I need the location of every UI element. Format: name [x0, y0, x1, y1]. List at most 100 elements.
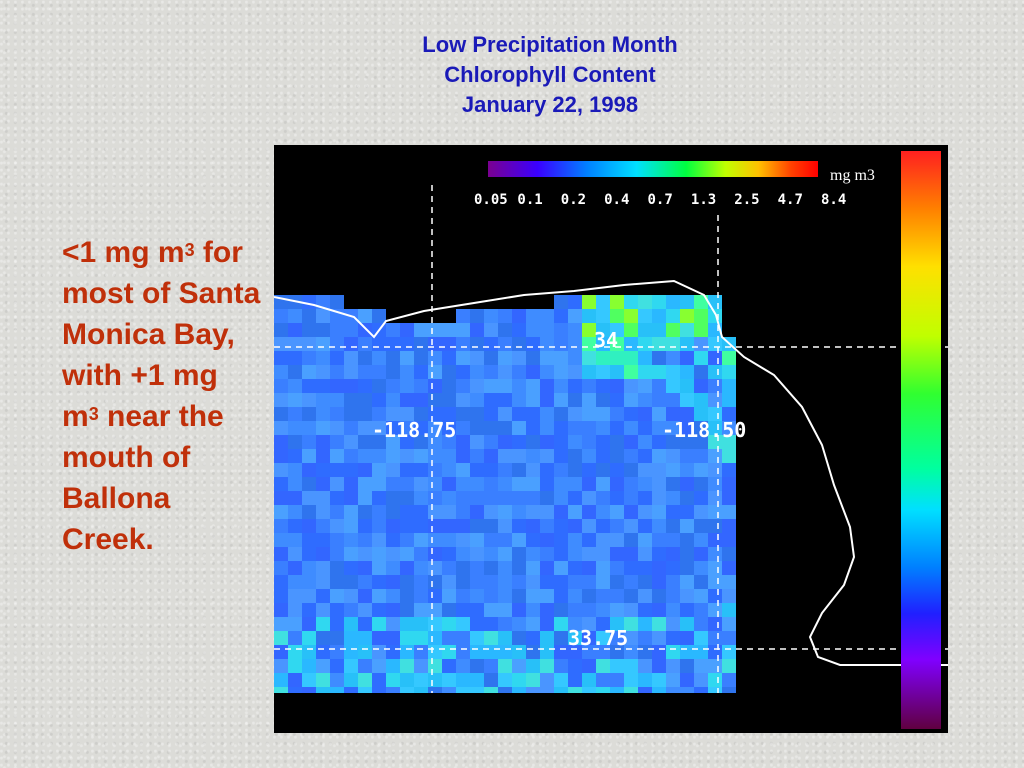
- ocean-pixel: [372, 435, 386, 449]
- ocean-pixel: [512, 533, 526, 547]
- ocean-pixel: [386, 365, 400, 379]
- ocean-pixel: [414, 477, 428, 491]
- ocean-pixel: [316, 547, 330, 561]
- ocean-pixel: [680, 463, 694, 477]
- ocean-pixel: [456, 519, 470, 533]
- ocean-pixel: [372, 547, 386, 561]
- ocean-pixel: [442, 673, 456, 687]
- ocean-pixel: [400, 421, 414, 435]
- ocean-pixel: [400, 645, 414, 659]
- ocean-pixel: [694, 463, 708, 477]
- ocean-pixel: [512, 589, 526, 603]
- ocean-pixel: [652, 379, 666, 393]
- ocean-pixel: [582, 505, 596, 519]
- ocean-pixel: [358, 505, 372, 519]
- ocean-pixel: [288, 617, 302, 631]
- ocean-pixel: [456, 435, 470, 449]
- ocean-pixel: [624, 505, 638, 519]
- ocean-pixel: [596, 477, 610, 491]
- ocean-pixel: [330, 631, 344, 645]
- ocean-pixel: [470, 393, 484, 407]
- ocean-pixel: [708, 645, 722, 659]
- ocean-pixel: [568, 449, 582, 463]
- ocean-pixel: [386, 337, 400, 351]
- ocean-pixel: [288, 365, 302, 379]
- ocean-pixel: [484, 365, 498, 379]
- ocean-pixel: [708, 617, 722, 631]
- ocean-pixel: [428, 323, 442, 337]
- ocean-pixel: [302, 365, 316, 379]
- ocean-pixel: [288, 547, 302, 561]
- ocean-pixel: [274, 519, 288, 533]
- ocean-pixel: [456, 393, 470, 407]
- ocean-pixel: [512, 379, 526, 393]
- ocean-pixel: [722, 365, 736, 379]
- ocean-pixel: [638, 575, 652, 589]
- ocean-pixel: [330, 449, 344, 463]
- ocean-pixel: [344, 491, 358, 505]
- ocean-pixel: [428, 645, 442, 659]
- color-scale-tick: 0.2: [561, 192, 586, 208]
- ocean-pixel: [302, 295, 316, 309]
- color-scale-tick: 0.7: [648, 192, 673, 208]
- ocean-pixel: [288, 463, 302, 477]
- ocean-pixel: [680, 617, 694, 631]
- ocean-pixel: [526, 379, 540, 393]
- ocean-pixel: [470, 533, 484, 547]
- ocean-pixel: [680, 449, 694, 463]
- ocean-pixel: [540, 603, 554, 617]
- ocean-pixel: [554, 449, 568, 463]
- ocean-pixel: [274, 575, 288, 589]
- ocean-pixel: [358, 575, 372, 589]
- ocean-pixel: [456, 407, 470, 421]
- ocean-pixel: [582, 547, 596, 561]
- ocean-pixel: [596, 295, 610, 309]
- caption-part-1: <1 mg m: [62, 236, 185, 269]
- ocean-pixel: [652, 295, 666, 309]
- ocean-pixel: [400, 673, 414, 687]
- ocean-pixel: [302, 519, 316, 533]
- ocean-pixel: [316, 477, 330, 491]
- ocean-pixel: [568, 435, 582, 449]
- ocean-pixel: [316, 631, 330, 645]
- ocean-pixel: [652, 393, 666, 407]
- ocean-pixel: [456, 323, 470, 337]
- ocean-pixel: [414, 603, 428, 617]
- ocean-pixel: [652, 519, 666, 533]
- ocean-pixel: [512, 309, 526, 323]
- ocean-pixel: [484, 337, 498, 351]
- ocean-pixel: [694, 533, 708, 547]
- ocean-pixel: [638, 505, 652, 519]
- ocean-pixel: [470, 309, 484, 323]
- ocean-pixel: [400, 589, 414, 603]
- ocean-pixel: [484, 547, 498, 561]
- ocean-pixel: [428, 379, 442, 393]
- ocean-pixel: [386, 603, 400, 617]
- ocean-pixel: [624, 477, 638, 491]
- ocean-pixel: [554, 477, 568, 491]
- ocean-pixel: [540, 365, 554, 379]
- ocean-pixel: [638, 295, 652, 309]
- ocean-pixel: [386, 477, 400, 491]
- ocean-pixel: [456, 337, 470, 351]
- ocean-pixel: [344, 631, 358, 645]
- ocean-pixel: [330, 463, 344, 477]
- ocean-pixel: [582, 631, 596, 645]
- ocean-pixel: [484, 491, 498, 505]
- ocean-pixel: [526, 463, 540, 477]
- ocean-pixel: [554, 575, 568, 589]
- ocean-pixel: [288, 673, 302, 687]
- color-scale-unit: mg m3: [830, 167, 875, 184]
- ocean-pixel: [666, 421, 680, 435]
- ocean-pixel: [624, 309, 638, 323]
- ocean-pixel: [596, 379, 610, 393]
- ocean-pixel: [330, 435, 344, 449]
- horizontal-color-scale: [488, 161, 818, 177]
- ocean-pixel: [316, 491, 330, 505]
- ocean-pixel: [652, 505, 666, 519]
- ocean-pixel: [540, 449, 554, 463]
- ocean-pixel: [582, 589, 596, 603]
- ocean-pixel: [694, 379, 708, 393]
- ocean-pixel: [372, 631, 386, 645]
- ocean-pixel: [554, 561, 568, 575]
